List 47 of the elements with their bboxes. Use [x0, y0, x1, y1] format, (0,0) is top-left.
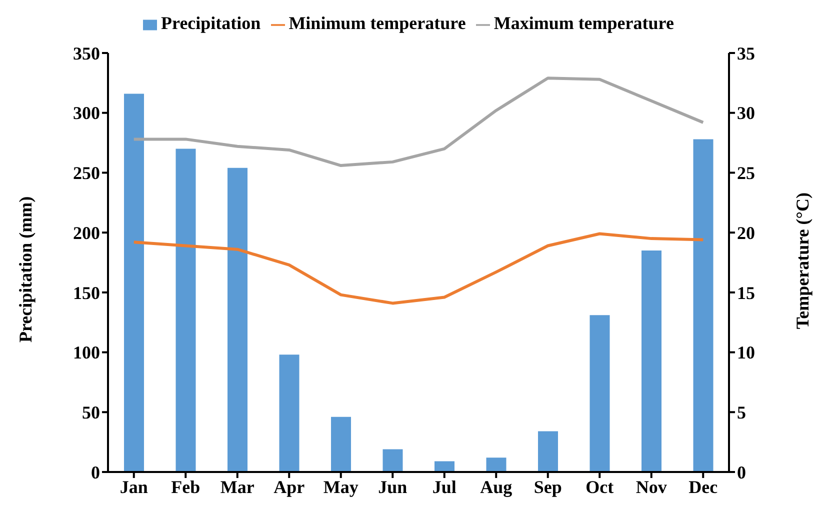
y-axis-title: Precipitation (mm)	[15, 196, 36, 342]
x-tick-label: May	[323, 476, 358, 497]
y2-tick-label: 20	[737, 222, 755, 243]
y-tick-label: 50	[82, 402, 100, 423]
x-tick-label: Apr	[274, 476, 305, 497]
line-series	[132, 76, 705, 168]
bar	[434, 461, 454, 472]
bar	[590, 315, 610, 472]
bar	[642, 250, 662, 472]
x-tick-label: Jan	[120, 476, 148, 497]
y2-tick-label: 35	[737, 43, 755, 64]
bar	[279, 354, 300, 472]
bar	[331, 416, 351, 472]
x-tick-label: Feb	[171, 476, 200, 497]
y-tick-label: 150	[73, 282, 100, 303]
y2-tick-label: 15	[737, 282, 755, 303]
bar	[124, 94, 144, 472]
bar	[538, 431, 558, 472]
bar	[176, 148, 196, 472]
bar	[486, 458, 506, 472]
y-tick-label: 200	[73, 222, 100, 243]
y2-tick-label: 5	[737, 402, 746, 423]
y2-tick-label: 25	[737, 163, 755, 184]
x-tick-label: Jun	[378, 476, 408, 497]
x-tick-label: Nov	[636, 476, 667, 497]
y-tick-label: 300	[73, 103, 100, 124]
legend-label: Maximum temperature	[494, 13, 674, 33]
x-tick-label: Dec	[688, 476, 718, 497]
y2-axis-title: Temperature (°C)	[792, 192, 812, 330]
line-series	[132, 232, 705, 305]
x-tick-label: Oct	[586, 476, 614, 497]
y2-tick-label: 0	[737, 462, 746, 482]
y-tick-label: 100	[73, 342, 100, 363]
bar	[693, 139, 714, 472]
bar	[228, 168, 248, 472]
y-tick-label: 250	[73, 163, 100, 184]
x-tick-label: Mar	[220, 476, 254, 497]
y2-tick-label: 30	[737, 103, 755, 124]
y-tick-label: 350	[73, 43, 100, 64]
bar	[382, 449, 403, 472]
y-tick-label: 0	[91, 462, 100, 482]
legend-label: Minimum temperature	[288, 13, 466, 33]
legend-label: Precipitation	[161, 13, 261, 33]
x-tick-label: Aug	[480, 476, 512, 497]
x-tick-label: Jul	[432, 476, 456, 497]
x-tick-label: Sep	[534, 476, 562, 497]
y2-tick-label: 10	[737, 342, 755, 363]
